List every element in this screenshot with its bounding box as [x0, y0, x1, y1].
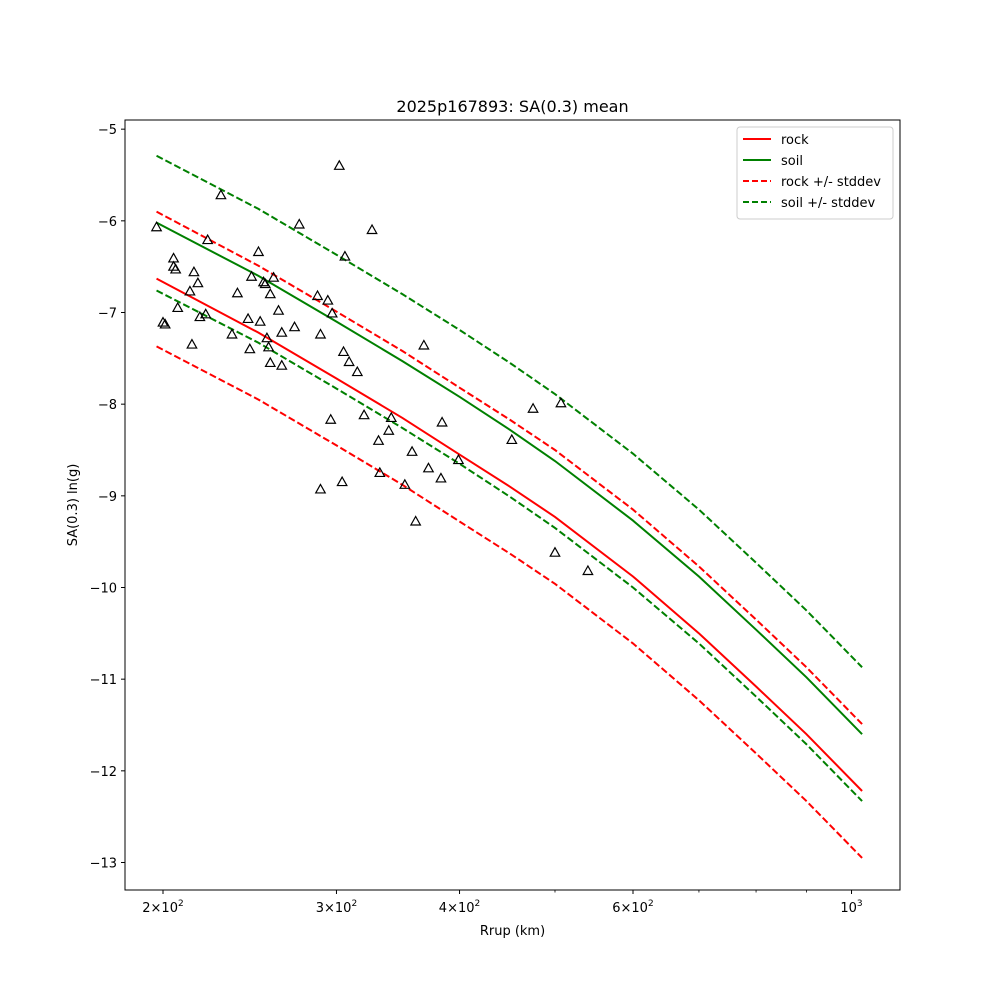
legend-label: rock +/- stddev	[781, 175, 881, 190]
observation-point	[326, 307, 338, 318]
observation-point	[264, 356, 277, 368]
observation-point	[343, 355, 355, 367]
observation-point	[226, 328, 238, 339]
observation-point	[385, 411, 398, 423]
series-line-5	[156, 289, 863, 802]
x-axis-label: Rrup (km)	[480, 924, 545, 939]
observation-point	[267, 271, 280, 282]
observation-point	[272, 304, 285, 315]
observation-point	[336, 475, 348, 487]
observation-point	[333, 159, 346, 170]
observation-point	[582, 564, 594, 576]
observation-point	[436, 416, 448, 427]
y-tick-label: −9	[98, 490, 117, 505]
legend-label: rock	[781, 133, 809, 148]
observation-point	[314, 328, 327, 339]
observation-point	[322, 294, 334, 305]
observation-point	[275, 326, 288, 337]
y-tick-label: −11	[90, 673, 117, 688]
observation-point	[188, 265, 200, 277]
y-tick-label: −12	[90, 765, 117, 780]
legend-label: soil	[781, 154, 803, 169]
y-tick-label: −5	[98, 123, 117, 138]
observation-point	[382, 424, 395, 435]
observation-point	[254, 315, 266, 326]
observation-point	[549, 546, 561, 557]
observation-point	[259, 277, 272, 289]
x-tick-label: 2×102	[142, 899, 183, 916]
plot-frame	[124, 119, 901, 891]
observation-point	[242, 312, 254, 324]
observation-point	[288, 320, 301, 332]
y-axis-label: SA(0.3) ln(g)	[66, 464, 81, 547]
observation-point	[406, 445, 418, 456]
y-tick-label: −10	[90, 582, 117, 597]
x-tick-label: 6×102	[612, 899, 653, 916]
x-tick-label: 103	[840, 899, 862, 916]
observation-point	[150, 221, 163, 232]
observation-point	[324, 413, 337, 424]
y-tick-label: −6	[98, 215, 117, 230]
observation-point	[201, 233, 214, 245]
y-tick-label: −8	[98, 398, 117, 413]
observation-point	[418, 339, 430, 350]
chart-title: 2025p167893: SA(0.3) mean	[396, 97, 628, 116]
observation-point	[339, 250, 351, 261]
observation-point	[311, 289, 324, 301]
observation-point	[372, 434, 385, 445]
observation-point	[337, 345, 350, 357]
observation-point	[506, 433, 518, 445]
observation-point	[399, 478, 411, 489]
observation-point	[171, 301, 184, 313]
legend: rock soil rock +/- stddev soil +/- stddev	[736, 126, 894, 220]
observation-point	[351, 365, 364, 377]
observation-point	[169, 263, 182, 274]
observation-point	[262, 341, 275, 352]
observation-point	[275, 359, 288, 370]
observation-point	[422, 462, 435, 473]
series-line-3	[156, 345, 863, 859]
x-tick-label: 4×102	[439, 899, 480, 916]
observation-point	[358, 408, 370, 420]
observation-point	[184, 285, 196, 296]
legend-label: soil +/- stddev	[781, 196, 876, 211]
series-line-2	[156, 210, 863, 725]
observation-point	[261, 331, 273, 343]
observation-point	[555, 397, 567, 408]
observation-point	[231, 287, 244, 298]
observation-point	[293, 218, 306, 229]
observation-point	[186, 338, 198, 349]
observation-point	[452, 453, 465, 465]
observation-point	[527, 402, 539, 413]
axes: −5 −6 −7 −8 −9 −10 −11 −12 −13 2×102 3×102 4×102 6×1…	[90, 119, 901, 916]
observation-point	[245, 270, 258, 281]
observation-point	[199, 308, 212, 319]
observation-point	[409, 515, 422, 526]
legend-box	[736, 126, 894, 220]
observation-point	[252, 245, 265, 257]
observation-point	[215, 188, 227, 200]
observation-point	[157, 316, 169, 327]
observation-point	[244, 342, 256, 354]
x-tick-label: 3×102	[316, 899, 357, 916]
y-tick-label: −13	[90, 857, 117, 872]
observation-point	[435, 472, 447, 483]
observation-point	[159, 318, 171, 329]
series-line-4	[156, 154, 863, 668]
observation-point	[264, 287, 277, 299]
observation-point	[192, 276, 204, 288]
series-line-1	[156, 221, 863, 735]
series-line-0	[156, 277, 863, 792]
plot-area	[150, 154, 863, 859]
observation-point	[374, 466, 386, 478]
observation-point	[366, 223, 378, 235]
observation-point	[314, 483, 327, 494]
y-tick-label: −7	[98, 307, 117, 322]
